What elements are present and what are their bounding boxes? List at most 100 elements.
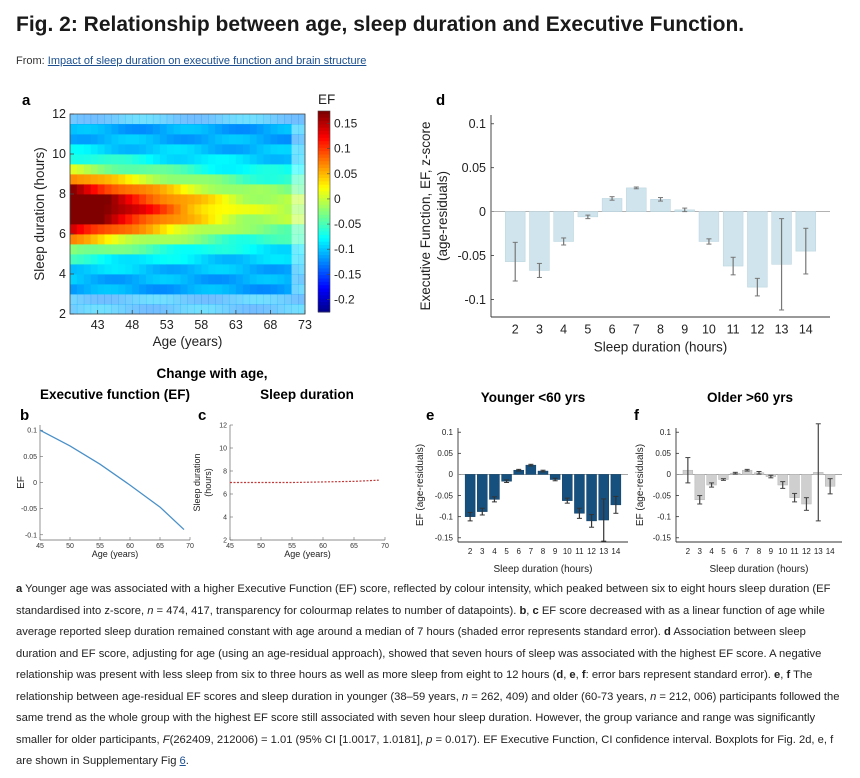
heatmap-cell xyxy=(228,204,237,215)
heatmap-cell xyxy=(187,114,195,125)
heatmap-cell xyxy=(125,124,133,135)
heatmap-cell xyxy=(215,264,223,275)
heatmap-cell xyxy=(132,264,140,275)
heatmap-cell xyxy=(139,204,147,215)
heatmap-cell xyxy=(298,224,306,235)
heatmap-cell xyxy=(118,174,126,185)
x-axis-label: Age (years) xyxy=(92,549,139,559)
heatmap-cell xyxy=(215,124,223,135)
heatmap-cell xyxy=(180,284,188,295)
heatmap-cell xyxy=(242,224,251,235)
heatmap-cell xyxy=(111,144,119,155)
heatmap-cell xyxy=(125,234,133,245)
heatmap-cell xyxy=(70,244,78,255)
heatmap-cell xyxy=(284,264,292,275)
heatmap-cell xyxy=(166,304,175,315)
x-axis-label: Sleep duration (hours) xyxy=(594,340,728,355)
heatmap-cell xyxy=(152,304,161,315)
colorbar-tick-label: 0.15 xyxy=(334,117,358,131)
y-tick-label: -0.1 xyxy=(657,512,671,521)
heatmap-cell xyxy=(284,164,292,175)
heatmap-cell xyxy=(270,234,278,245)
heatmap-cell xyxy=(242,174,251,185)
heatmap-cell xyxy=(97,284,105,295)
y-tick-label: 8 xyxy=(59,187,66,201)
heatmap-cell xyxy=(249,154,258,165)
x-tick-label: 12 xyxy=(802,547,811,556)
from-line: From: Impact of sleep duration on execut… xyxy=(16,55,366,67)
x-tick-label: 2 xyxy=(512,323,519,337)
heatmap-cell xyxy=(208,194,216,205)
heatmap-cells xyxy=(70,114,306,315)
heatmap-cell xyxy=(256,224,264,235)
heatmap-cell xyxy=(256,134,264,145)
heatmap-cell xyxy=(146,174,154,185)
supplementary-fig-link[interactable]: 6 xyxy=(179,755,186,767)
heatmap-cell xyxy=(201,114,209,125)
heatmap-cell xyxy=(159,134,168,145)
x-tick-label: 8 xyxy=(541,547,546,556)
heatmap-cell xyxy=(201,304,209,315)
panel-f-label: f xyxy=(634,407,640,424)
heatmap-cell xyxy=(104,154,112,165)
heatmap-cell xyxy=(228,304,237,315)
heatmap-cell xyxy=(263,184,271,195)
heatmap-cell xyxy=(270,214,278,225)
x-tick-label: 65 xyxy=(156,543,164,550)
heatmap-cell xyxy=(298,234,306,245)
heatmap-cell xyxy=(146,204,154,215)
heatmap-cell xyxy=(166,124,175,135)
heatmap-cell xyxy=(125,164,133,175)
heatmap-cell xyxy=(277,294,285,305)
y-tick-label: -0.1 xyxy=(25,532,37,539)
heatmap-cell xyxy=(242,154,251,165)
heatmap-cell xyxy=(76,174,85,185)
bar-chart-panel-f: 0.1 0.05 0 -0.05 -0.1 -0.15 2 3 4 5 6 7 8 9 10 11 12 13 14… xyxy=(635,423,842,575)
colorbar-segment xyxy=(318,308,330,313)
heatmap-cell xyxy=(152,114,161,125)
heatmap-cell xyxy=(132,284,140,295)
heatmap-cell xyxy=(104,264,112,275)
heatmap-cell xyxy=(194,144,202,155)
heatmap-cell xyxy=(166,274,175,285)
heatmap-cell xyxy=(235,194,244,205)
heatmap-cell xyxy=(228,154,237,165)
y-tick-label: -0.05 xyxy=(653,491,672,500)
heatmap-cell xyxy=(215,214,223,225)
heatmap-cell xyxy=(187,254,195,265)
cap-text: The relationship between age-residual EF… xyxy=(16,669,813,703)
heatmap-cell xyxy=(76,274,85,285)
y-tick-label: 12 xyxy=(219,423,227,430)
heatmap-cell xyxy=(111,264,119,275)
heatmap-cell xyxy=(187,204,195,215)
heatmap-cell xyxy=(270,204,278,215)
x-axis-label: Sleep duration (hours) xyxy=(494,564,593,575)
heatmap-cell xyxy=(104,284,112,295)
heatmap-cell xyxy=(90,284,99,295)
heatmap-cell xyxy=(132,194,140,205)
heatmap-cell xyxy=(97,184,105,195)
heatmap-cell xyxy=(187,154,195,165)
y-tick-label: -0.15 xyxy=(653,534,672,543)
heatmap-cell xyxy=(194,164,202,175)
heatmap-cell xyxy=(291,214,299,225)
heatmap-cell xyxy=(298,184,306,195)
source-article-link[interactable]: Impact of sleep duration on executive fu… xyxy=(47,55,367,67)
heatmap-cell xyxy=(118,244,126,255)
heatmap-cell xyxy=(152,164,161,175)
heatmap-cell xyxy=(263,164,271,175)
y-tick-label: 0.1 xyxy=(442,428,454,437)
heatmap-cell xyxy=(70,174,78,185)
heatmap-cell xyxy=(291,294,299,305)
x-tick-label: 7 xyxy=(745,547,750,556)
x-tick-label: 3 xyxy=(536,323,543,337)
heatmap-cell xyxy=(152,174,161,185)
heatmap-cell xyxy=(132,234,140,245)
heatmap-cell xyxy=(194,114,202,125)
x-tick-label: 65 xyxy=(350,543,358,550)
heatmap-cell xyxy=(173,294,181,305)
y-tick-label: 8 xyxy=(223,469,227,476)
heatmap-cell xyxy=(146,284,154,295)
heatmap-cell xyxy=(118,144,126,155)
